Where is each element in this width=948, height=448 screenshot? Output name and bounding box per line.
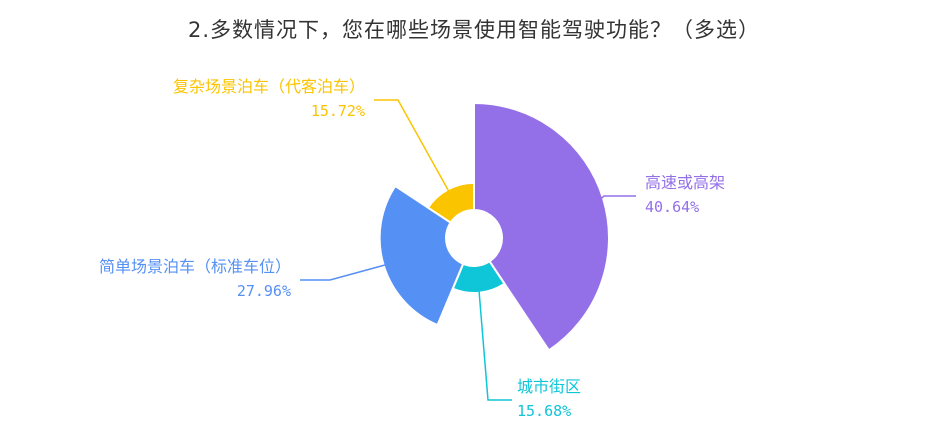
slice-3[interactable]	[426, 181, 475, 224]
leader-line-3	[374, 99, 451, 194]
slice-percent-label-3: 15.72%	[311, 102, 365, 120]
slice-percent-label-2: 27.96%	[237, 282, 291, 300]
slice-name-label-1: 城市街区	[517, 377, 581, 396]
leader-line-2	[300, 263, 388, 281]
slice-percent-label-0: 40.64%	[645, 198, 699, 216]
slice-name-label-0: 高速或高架	[645, 173, 725, 192]
slice-name-label-2: 简单场景泊车（标准车位）	[99, 257, 291, 276]
slice-percent-label-1: 15.68%	[517, 402, 571, 420]
slice-name-label-3: 复杂场景泊车（代客泊车）	[173, 77, 365, 96]
slice-2[interactable]	[378, 184, 465, 327]
leader-line-1	[478, 288, 512, 401]
leader-line-0	[598, 195, 636, 201]
slice-0[interactable]	[473, 101, 610, 352]
chart-title: 2.多数情况下，您在哪些场景使用智能驾驶功能？（多选）	[187, 18, 761, 42]
